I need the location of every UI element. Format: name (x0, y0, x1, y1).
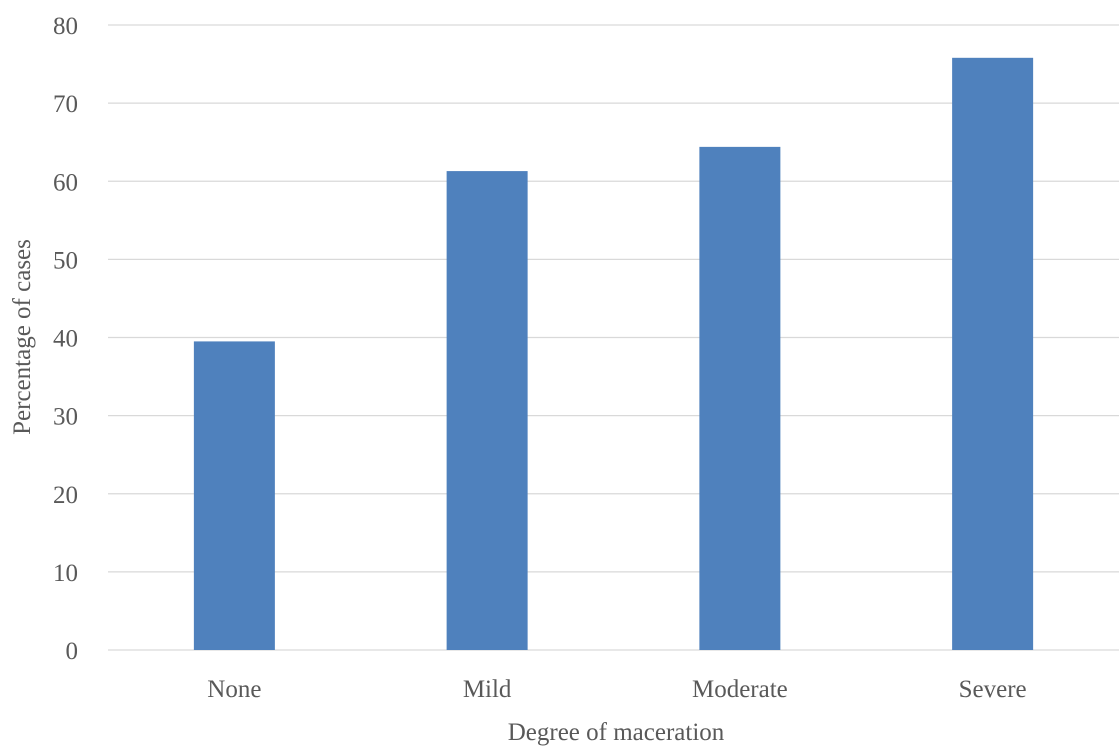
y-tick-label: 50 (53, 247, 78, 274)
y-axis-ticks: 0 10 20 30 40 50 60 70 80 (53, 13, 78, 665)
x-tick-label: Mild (463, 676, 512, 703)
y-tick-label: 70 (53, 91, 78, 118)
x-tick-label: None (207, 676, 261, 703)
bar-mild (446, 171, 528, 650)
bar-moderate (699, 146, 781, 650)
x-axis-ticks: None Mild Moderate Severe (207, 676, 1026, 703)
y-tick-label: 30 (53, 404, 78, 431)
y-tick-label: 20 (53, 482, 78, 509)
y-tick-label: 60 (53, 169, 78, 196)
y-tick-label: 80 (53, 13, 78, 40)
bar-severe (952, 57, 1034, 650)
y-tick-label: 0 (66, 638, 79, 665)
x-tick-label: Moderate (692, 676, 788, 703)
bars (193, 57, 1034, 650)
y-axis-title: Percentage of cases (9, 239, 36, 435)
x-axis-title: Degree of maceration (508, 719, 725, 746)
x-tick-label: Severe (959, 676, 1027, 703)
y-tick-label: 10 (53, 560, 78, 587)
y-tick-label: 40 (53, 326, 78, 353)
bar-none (193, 341, 275, 650)
gridlines (108, 24, 1119, 651)
